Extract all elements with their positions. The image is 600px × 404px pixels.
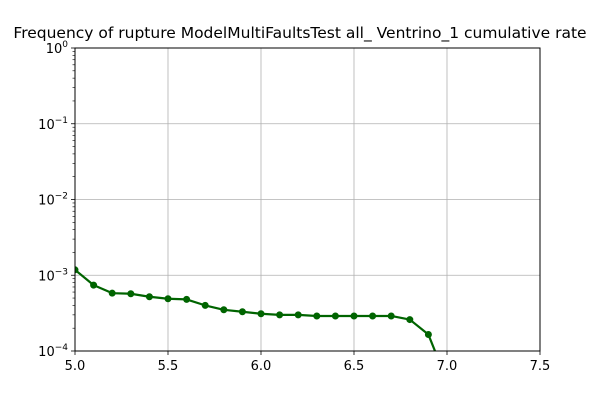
x-tick-label: 7.5 <box>530 359 551 374</box>
y-tick-label: 10−1 <box>38 116 68 133</box>
data-point <box>220 306 228 314</box>
data-point <box>183 295 191 303</box>
data-point <box>424 331 432 339</box>
y-tick-label: 10−2 <box>38 192 68 209</box>
data-point <box>164 295 172 303</box>
data-point <box>75 266 79 274</box>
x-tick-label: 5.0 <box>65 359 86 374</box>
y-tick-label: 10−4 <box>38 343 68 360</box>
y-tick-label: 10−3 <box>38 267 68 284</box>
chart-title: Frequency of rupture ModelMultiFaultsTes… <box>13 24 587 42</box>
data-point <box>350 312 358 320</box>
data-point <box>276 311 284 319</box>
data-point <box>331 312 339 320</box>
data-point <box>201 301 209 309</box>
data-point <box>387 312 395 320</box>
x-tick-label: 6.0 <box>251 359 272 374</box>
data-point <box>313 312 321 320</box>
data-point <box>294 311 302 319</box>
data-point <box>90 281 98 289</box>
x-tick-label: 7.0 <box>437 359 458 374</box>
data-point <box>369 312 377 320</box>
x-tick-label: 6.5 <box>344 359 365 374</box>
x-tick-label: 5.5 <box>158 359 179 374</box>
data-point <box>444 378 450 384</box>
y-axis: 10−4 10−3 10−2 10−1 100 <box>38 40 75 360</box>
y-tick-label: 100 <box>46 40 69 57</box>
series-group <box>75 266 450 384</box>
data-point <box>127 290 135 298</box>
data-point <box>238 308 246 316</box>
data-point <box>406 316 414 324</box>
data-point <box>108 289 116 297</box>
x-axis: 5.0 5.5 6.0 6.5 7.0 7.5 <box>65 351 551 374</box>
data-point <box>145 293 153 301</box>
data-point <box>257 310 265 318</box>
